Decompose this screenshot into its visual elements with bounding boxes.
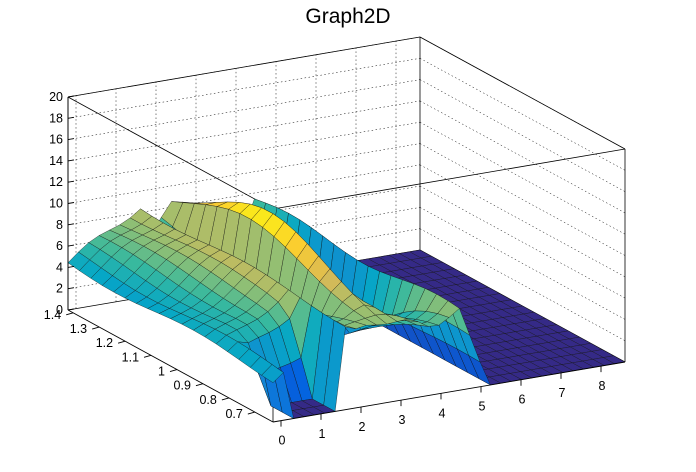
y-tick [195,383,204,387]
y-tick [247,411,255,415]
grid-line [419,228,626,341]
y-tick [169,369,178,372]
x-axis-line [272,361,626,423]
y-tick-label: 1.4 [44,308,61,322]
z-tick [67,244,75,247]
x-tick-label: 3 [399,413,406,427]
grid-line [419,143,626,256]
grid-line [419,36,626,150]
y-tick-label: 1.2 [96,336,113,350]
grid-line [419,121,626,235]
x-tick-label: 7 [559,386,566,400]
z-tick [67,116,75,119]
z-tick-label: 2 [56,282,63,296]
z-tick [67,223,75,226]
y-tick [143,354,152,358]
y-tick [221,397,230,401]
y-tick-label: 0.7 [225,407,242,421]
x-tick-label: 0 [279,434,286,448]
z-tick [67,138,75,141]
grid-line [419,58,626,171]
y-tick-label: 1 [158,365,165,379]
z-tick-label: 0 [56,303,63,317]
box-edge [272,148,626,210]
grid-line [419,100,626,214]
grid-line [419,185,626,299]
grid-line [419,79,626,192]
grid-line [67,79,421,140]
z-tick-label: 6 [56,239,63,253]
z-tick-label: 8 [56,218,63,232]
x-tick-label: 2 [359,420,366,434]
grid-line [67,143,421,204]
y-tick-label: 0.9 [174,379,191,393]
box-edge [67,96,274,210]
z-tick-label: 20 [49,90,63,104]
y-tick-label: 1.1 [122,350,139,364]
z-tick-label: 16 [49,133,63,147]
z-tick-label: 12 [49,175,63,189]
y-tick [66,312,74,316]
box-edge [67,36,421,98]
x-tick-label: 4 [439,406,446,420]
surface-cell [261,364,284,383]
z-tick [67,95,75,98]
z-tick [67,287,75,290]
y-tick [92,326,100,330]
z-tick [67,159,75,162]
x-tick-label: 8 [599,379,606,393]
x-tick-label: 1 [319,427,326,441]
y-axis-line [67,309,274,423]
grid-line [419,164,626,278]
z-tick [67,265,75,268]
z-tick [67,308,75,311]
z-tick [67,202,75,204]
y-tick [117,340,126,344]
x-tick-label: 6 [519,393,526,407]
y-tick-label: 0.8 [199,393,216,407]
grid-line [67,121,421,183]
z-tick-label: 14 [49,154,63,168]
y-tick-label: 1.3 [70,322,87,336]
x-tick-label: 5 [479,400,486,414]
z-tick-label: 4 [56,260,63,274]
grid-line [419,207,626,320]
grid-line [67,100,421,162]
z-tick-label: 10 [49,197,63,211]
chart-title: Graph2D [305,5,391,28]
z-tick-label: 18 [49,111,63,125]
z-tick [67,180,75,183]
